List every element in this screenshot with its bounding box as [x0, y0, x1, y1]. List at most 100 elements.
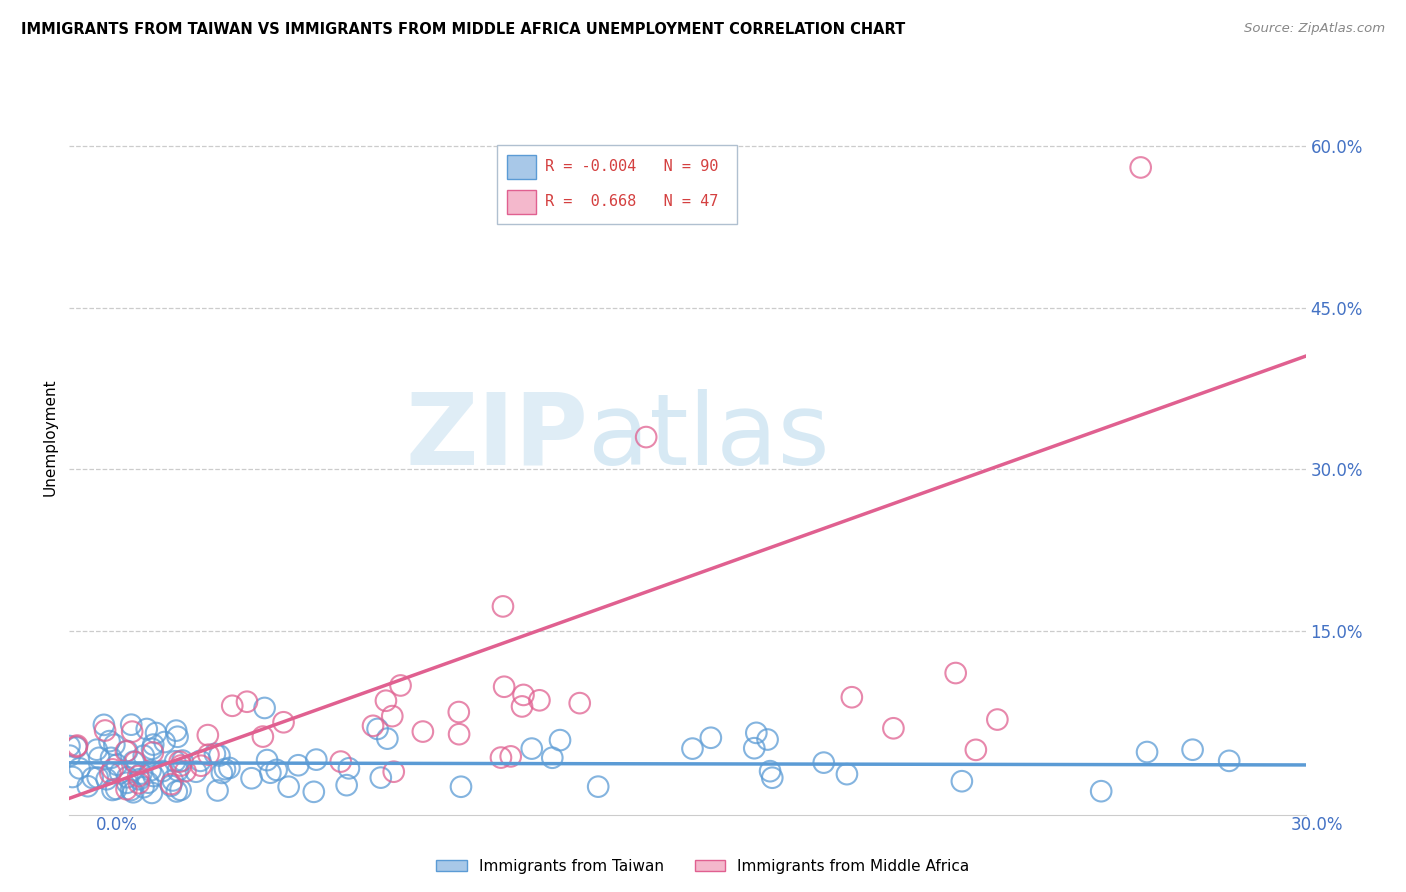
Point: [221, 698, 243, 713]
Point: [361, 719, 384, 733]
Point: [682, 741, 704, 756]
Point: [256, 753, 278, 767]
Point: [1218, 754, 1240, 768]
Point: [336, 778, 359, 792]
Point: [529, 693, 551, 707]
Point: [165, 723, 187, 738]
Point: [105, 781, 128, 796]
Point: [329, 755, 352, 769]
Point: [117, 770, 139, 784]
Point: [160, 777, 183, 791]
Point: [86, 742, 108, 756]
Point: [100, 751, 122, 765]
Text: 0.0%: 0.0%: [96, 816, 138, 834]
Point: [277, 780, 299, 794]
Point: [965, 743, 987, 757]
Point: [69, 761, 91, 775]
Point: [96, 772, 118, 787]
Point: [142, 738, 165, 752]
Point: [166, 730, 188, 744]
Point: [89, 751, 111, 765]
Point: [520, 741, 543, 756]
Point: [166, 784, 188, 798]
Point: [120, 783, 142, 797]
Point: [82, 771, 104, 785]
Point: [65, 740, 87, 755]
Point: [169, 755, 191, 769]
Point: [124, 755, 146, 769]
Point: [162, 773, 184, 788]
Point: [208, 748, 231, 763]
Point: [512, 688, 534, 702]
Point: [214, 762, 236, 776]
Point: [835, 767, 858, 781]
Point: [259, 765, 281, 780]
Point: [105, 757, 128, 772]
Point: [381, 709, 404, 723]
Point: [141, 742, 163, 756]
Point: [370, 771, 392, 785]
Text: atlas: atlas: [589, 389, 830, 485]
Point: [882, 721, 904, 735]
Point: [122, 785, 145, 799]
Point: [101, 783, 124, 797]
Point: [115, 782, 138, 797]
Point: [367, 722, 389, 736]
Point: [253, 701, 276, 715]
Point: [412, 724, 434, 739]
Point: [142, 769, 165, 783]
Text: ZIP: ZIP: [405, 389, 589, 485]
Point: [197, 747, 219, 762]
Point: [1129, 161, 1152, 175]
Point: [240, 771, 263, 785]
Point: [160, 779, 183, 793]
Point: [98, 766, 121, 780]
Point: [121, 724, 143, 739]
Point: [188, 754, 211, 768]
Point: [170, 758, 193, 772]
Point: [167, 764, 190, 778]
Point: [94, 723, 117, 738]
Text: R =  0.668   N = 47: R = 0.668 N = 47: [546, 194, 718, 210]
Point: [1090, 784, 1112, 798]
Point: [165, 754, 187, 768]
Point: [636, 430, 658, 444]
Point: [129, 766, 152, 780]
Point: [510, 699, 533, 714]
Point: [236, 695, 259, 709]
Point: [950, 774, 973, 789]
Point: [449, 727, 471, 741]
Text: Source: ZipAtlas.com: Source: ZipAtlas.com: [1244, 22, 1385, 36]
Point: [745, 726, 768, 740]
Point: [184, 764, 207, 779]
Point: [115, 744, 138, 758]
Point: [204, 747, 226, 761]
Y-axis label: Unemployment: Unemployment: [44, 378, 58, 496]
Text: 30.0%: 30.0%: [1291, 816, 1343, 834]
Point: [986, 713, 1008, 727]
Point: [174, 764, 197, 779]
Point: [197, 728, 219, 742]
Point: [65, 739, 87, 754]
Point: [302, 785, 325, 799]
Point: [489, 750, 512, 764]
Text: R = -0.004   N = 90: R = -0.004 N = 90: [546, 160, 718, 175]
Point: [66, 739, 89, 753]
Point: [568, 696, 591, 710]
Point: [287, 758, 309, 772]
Point: [756, 732, 779, 747]
Point: [499, 749, 522, 764]
Point: [337, 761, 360, 775]
Point: [127, 769, 149, 783]
Point: [218, 761, 240, 775]
Point: [122, 755, 145, 769]
Point: [76, 779, 98, 793]
Point: [108, 766, 131, 780]
Point: [374, 694, 396, 708]
Point: [211, 765, 233, 780]
Point: [172, 754, 194, 768]
Point: [742, 741, 765, 756]
Point: [1136, 745, 1159, 759]
Point: [945, 666, 967, 681]
Point: [190, 758, 212, 772]
